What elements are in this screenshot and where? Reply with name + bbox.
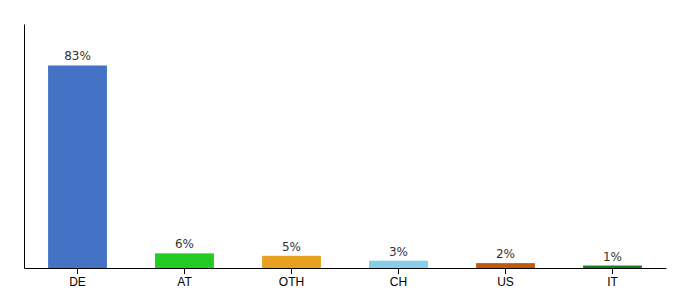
y-axis-line (24, 25, 25, 269)
chart-container: DE AT OTH CH US IT 83% 6% 5% 3% 2% 1% (0, 0, 680, 300)
x-tick-label: CH (390, 275, 407, 289)
x-tick: OTH (279, 268, 304, 289)
data-label: 5% (282, 240, 301, 254)
x-tick: DE (69, 268, 86, 289)
x-tick-mark (612, 268, 613, 274)
x-tick: AT (177, 268, 192, 289)
x-tick: CH (390, 268, 407, 289)
bar (155, 253, 214, 268)
y-axis (24, 25, 25, 269)
bar (262, 256, 321, 268)
x-tick-mark (398, 268, 399, 274)
x-axis-line (25, 268, 667, 269)
bar (583, 266, 642, 268)
bar (369, 261, 428, 268)
bars (48, 65, 642, 268)
x-tick: US (497, 268, 514, 289)
x-tick-label: DE (69, 275, 86, 289)
data-label: 1% (603, 250, 622, 264)
x-tick-mark (184, 268, 185, 274)
x-tick-label: AT (177, 275, 192, 289)
x-tick-label: IT (607, 275, 618, 289)
x-tick-label: US (497, 275, 514, 289)
data-label: 6% (175, 237, 194, 251)
data-label: 83% (64, 49, 91, 63)
x-axis: DE AT OTH CH US IT (25, 268, 667, 289)
data-label: 2% (496, 247, 515, 261)
x-tick-label: OTH (279, 275, 304, 289)
x-tick-mark (77, 268, 78, 274)
x-tick: IT (607, 268, 618, 289)
bar (476, 263, 535, 268)
chart-svg: DE AT OTH CH US IT 83% 6% 5% 3% 2% 1% (0, 0, 680, 300)
bar (48, 65, 107, 268)
plot-area: DE AT OTH CH US IT 83% 6% 5% 3% 2% 1% (25, 25, 667, 289)
x-tick-mark (291, 268, 292, 274)
data-label: 3% (389, 245, 408, 259)
data-labels: 83% 6% 5% 3% 2% 1% (64, 49, 622, 263)
x-tick-mark (505, 268, 506, 274)
